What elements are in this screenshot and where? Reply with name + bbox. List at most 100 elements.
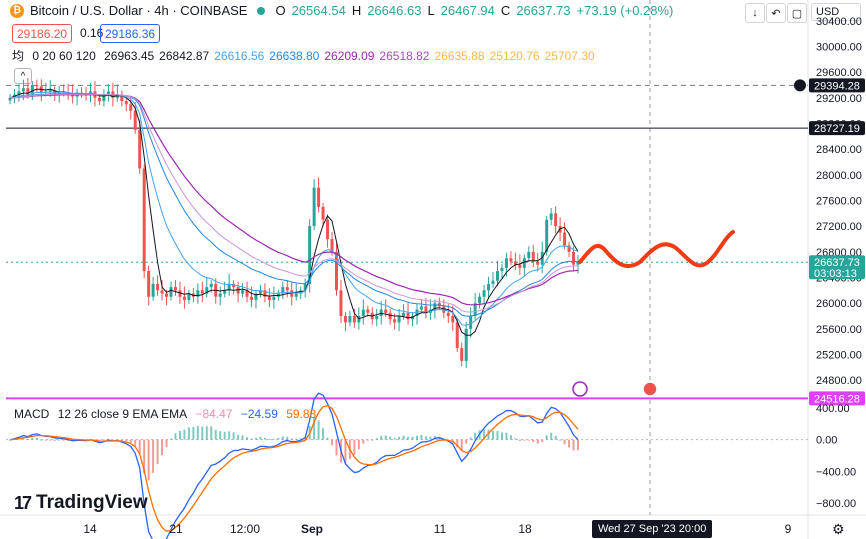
candle-body [536,261,540,265]
undo-button[interactable]: ↶ [766,3,786,23]
macd-signal-line [9,405,579,532]
candle-body [254,293,258,300]
macd-hist-bar [125,439,128,442]
candle-body [433,303,437,310]
macd-hist-bar [129,439,132,443]
macd-hist-bar [407,436,410,440]
spread-value: 0.16 [80,26,104,40]
price-tick-label: 30400.00 [816,16,862,28]
high-label: H [351,3,362,18]
macd-hist-bar [268,438,271,440]
macd-legend[interactable]: MACD 12 26 close 9 EMA EMA −84.47 −24.59… [14,407,321,421]
macd-hist-bar [170,438,173,440]
macd-hist-bar [281,436,284,440]
candle-body [241,290,245,294]
candle-body [545,219,549,252]
macd-hist-bar [107,438,110,440]
macd-hist-bar [429,436,432,440]
ma-label: 均 [12,49,25,63]
ma-legend[interactable]: 均 0 20 60 120 26963.45 26842.87 26616.56 26… [12,47,600,64]
price-tick-label: 27600.00 [816,196,862,208]
macd-hist-bar [527,439,530,441]
candle-body [326,219,330,239]
macd-hist-bar [120,439,123,441]
price-label-box [809,78,865,93]
symbol-title[interactable]: Bitcoin / U.S. Dollar · 4h · COINBASE [30,3,248,18]
macd-hist-bar [545,435,548,440]
candle-body [17,91,21,95]
candle-body [495,271,499,281]
settings-gear-icon[interactable]: ⚙ [832,521,845,537]
macd-hist-bar [228,431,231,440]
macd-hist-bar [178,430,181,440]
macd-hist-bar [134,439,137,447]
macd-hist-bar [246,437,249,440]
candle-body [527,251,531,259]
price-label-0: 29394.28 [814,80,860,92]
currency-select[interactable]: USD [811,3,861,21]
ma-params: 0 20 60 120 [32,49,96,63]
candle-body [227,283,231,291]
macd-hist-bar [232,432,235,440]
candle-body [317,187,321,207]
ma-line-ma120 [9,93,579,313]
candle-body [173,287,177,291]
candle-body [352,316,356,323]
candle-body [531,251,535,262]
macd-hist-bar [250,438,253,440]
candle-body [97,97,101,102]
candle-body [138,129,142,169]
candle-body [169,287,173,297]
candle-body [209,283,213,288]
candle-body [48,90,52,92]
macd-hist-bar [353,439,356,455]
macd-hist-bar [187,427,190,440]
macd-hist-bar [62,439,65,441]
candle-body [160,290,164,294]
macd-hist-bar [550,432,553,440]
price-tick-label: 28000.00 [816,170,862,182]
macd-hist-bar [389,436,392,440]
candle-body [272,296,276,300]
ma-value-8: 25707.30 [544,49,595,63]
tradingview-logo[interactable]: 17 TradingView [14,492,148,514]
down-arrow-button[interactable]: ↓ [745,3,765,23]
fullscreen-button[interactable]: ▢ [787,3,807,23]
macd-hist-bar [219,431,222,440]
macd-hist-bar [35,437,38,440]
macd-hist-bar [192,427,195,440]
macd-hist-bar [492,430,495,440]
macd-hist-bar [357,439,360,450]
macd-hist-bar [183,429,186,440]
crosshair-time-label: Wed 27 Sep '23 20:00 [592,520,713,538]
macd-hist-bar [44,439,47,441]
candle-body [339,290,343,316]
candle-body [567,245,571,252]
candle-body [57,91,61,94]
macd-hist-bar [424,436,427,440]
macd-hist-bar [451,439,454,443]
macd-params: 12 26 close 9 EMA EMA [57,407,188,421]
time-tick-label: 11 [434,522,447,536]
macd-hist-bar [563,439,566,445]
macd-hist-bar [460,439,463,451]
macd-hist-bar [523,439,526,441]
macd-hist-bar [568,439,571,448]
candle-body [402,312,406,316]
macd-hist-bar [58,439,61,441]
candle-body [554,213,558,227]
macd-hist-bar [559,439,562,441]
low-value: 26467.94 [440,3,495,18]
macd-hist-bar [469,437,472,440]
buy-button[interactable]: 29186.36 [100,24,161,43]
macd-hist-bar [326,437,329,440]
macd-hist-bar [254,437,257,440]
macd-hist-bar [205,426,208,440]
candle-body [334,251,338,291]
candle-body [26,88,30,95]
macd-hist-bar [22,437,25,440]
price-label-box [809,121,865,136]
sell-button[interactable]: 29186.20 [12,24,73,43]
macd-hist-bar [147,439,150,481]
